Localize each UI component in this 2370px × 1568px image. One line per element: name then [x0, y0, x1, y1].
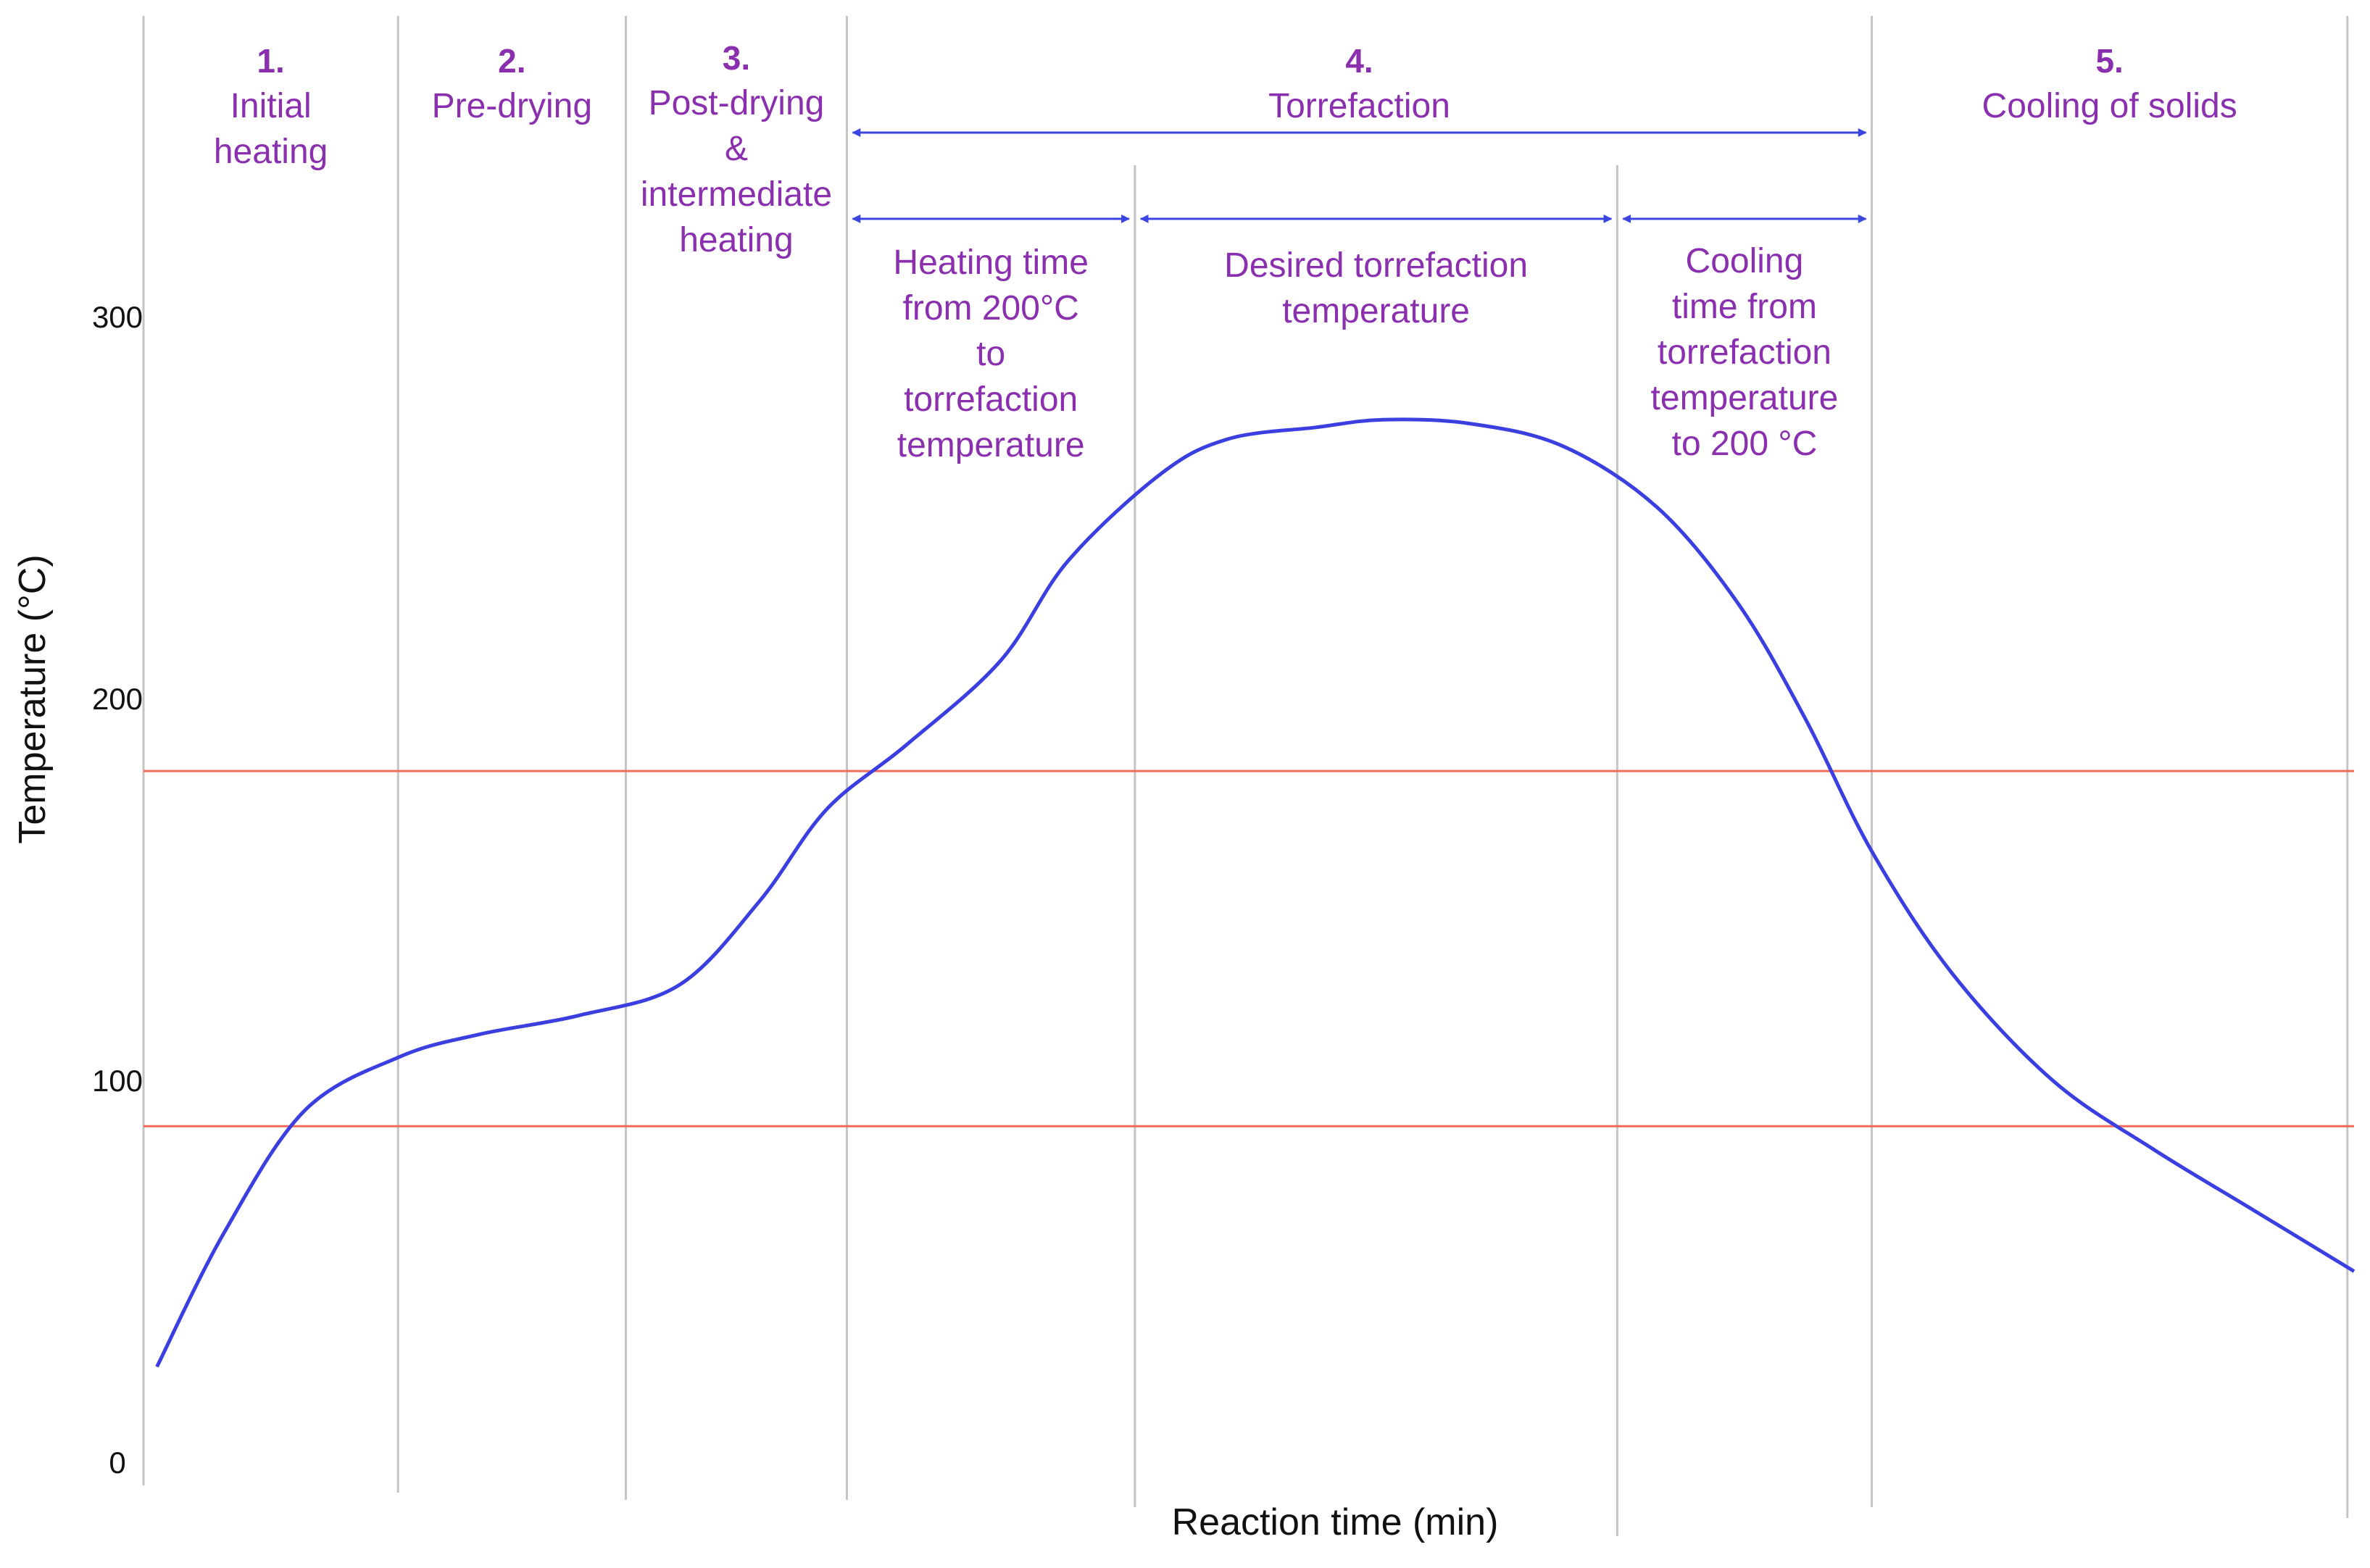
stage-label-line: heating	[214, 133, 328, 171]
stage-dividers	[142, 16, 2349, 1536]
stage-label-line: Cooling of solids	[1982, 87, 2237, 125]
substage-label-line: temperature	[1282, 292, 1470, 330]
stage-number: 4.	[1345, 42, 1373, 80]
stage-number: 5.	[2095, 42, 2123, 80]
stage-label-line: heating	[679, 221, 793, 259]
duration-arrows	[852, 128, 1867, 223]
y-tick-label: 100	[92, 1064, 143, 1098]
substage-label-line: Cooling	[1686, 242, 1804, 280]
stage-label-line: intermediate	[641, 175, 832, 214]
substage-labels: Heating time from 200°C to torrefaction temp…	[893, 242, 1838, 464]
stage-label-line: Post-drying	[649, 84, 825, 122]
stage-label-line: Initial	[230, 87, 312, 125]
substage-label-line: to 200 °C	[1672, 425, 1818, 463]
stage-number: 3.	[723, 39, 750, 77]
x-axis-title: Reaction time (min)	[1172, 1501, 1499, 1543]
substage-label-line: Heating time	[893, 243, 1088, 282]
y-tick-label: 200	[92, 682, 143, 716]
stage-label-line: Pre-drying	[432, 87, 592, 125]
substage-label-line: torrefaction	[904, 380, 1078, 419]
substage-label-line: Desired torrefaction	[1224, 246, 1528, 285]
y-axis-title: Temperature (°C)	[12, 554, 54, 843]
stage-label-line: Torrefaction	[1268, 87, 1450, 125]
substage-label-line: from 200°C	[903, 289, 1079, 328]
substage-label-line: torrefaction	[1658, 333, 1831, 372]
substage-label-line: temperature	[897, 426, 1085, 464]
y-tick-label: 300	[92, 300, 143, 334]
stage-number: 1.	[257, 42, 284, 80]
substage-label-line: time from	[1672, 288, 1817, 326]
stage-labels: 1. Initial heating 2. Pre-drying 3. Post-dryin…	[214, 39, 2237, 259]
substage-label-line: temperature	[1651, 379, 1839, 417]
y-axis-ticks: 0 100 200 300	[92, 300, 143, 1480]
threshold-lines	[144, 770, 2354, 1127]
y-tick-label: 0	[109, 1446, 125, 1480]
temperature-curve	[155, 417, 2356, 1368]
stage-number: 2.	[498, 42, 525, 80]
substage-label-line: to	[976, 335, 1005, 373]
stage-label-line: &	[725, 130, 748, 168]
